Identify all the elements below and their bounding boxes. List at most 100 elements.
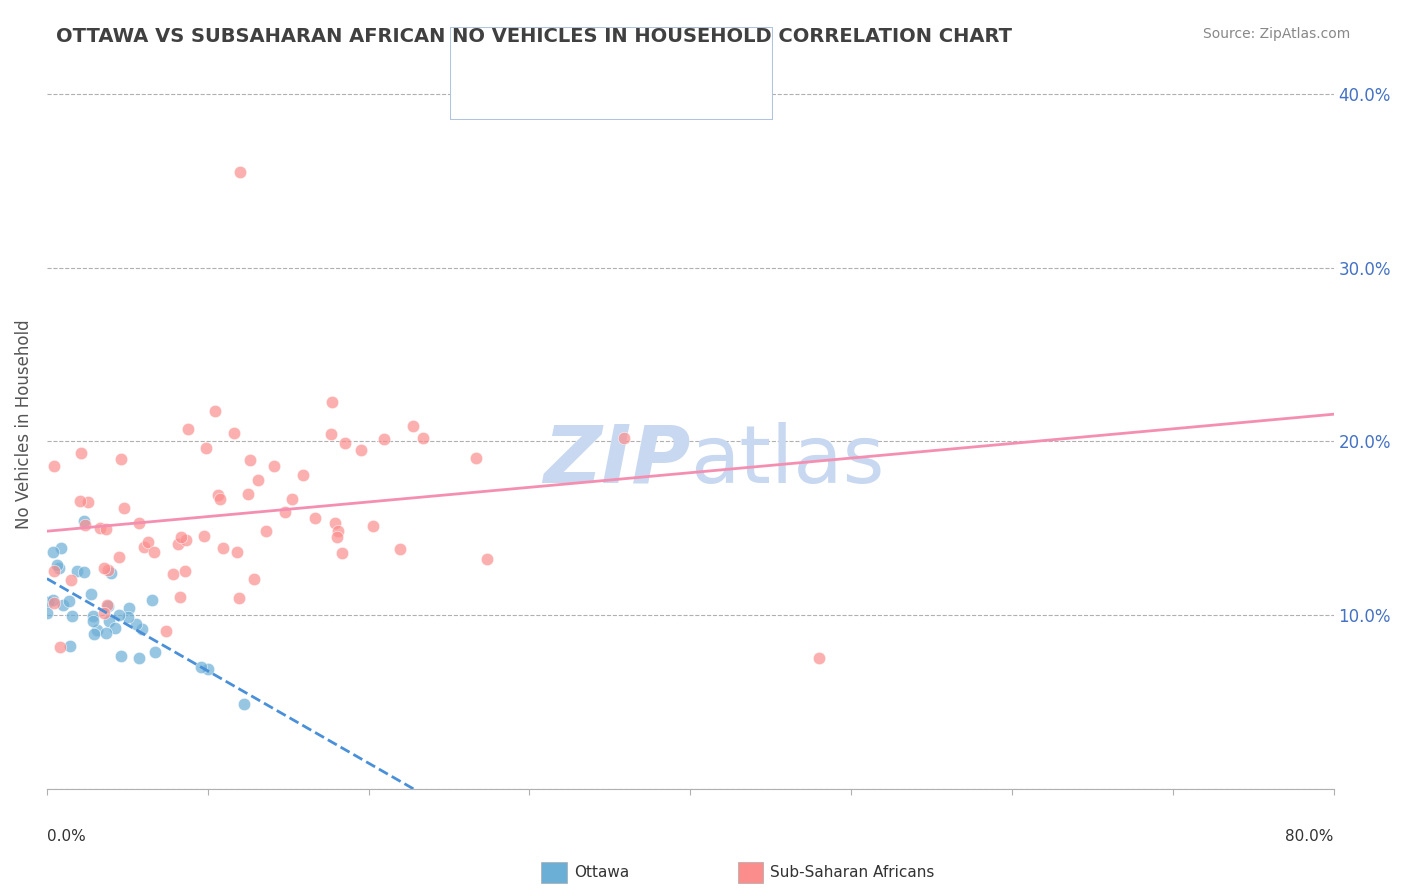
Point	[131, 623, 153, 637]
Point	[207, 488, 229, 502]
Point	[363, 519, 385, 533]
Point	[209, 492, 232, 507]
Point	[82, 615, 104, 629]
Point	[89, 520, 111, 534]
Point	[59, 573, 82, 587]
Point	[304, 511, 326, 525]
Point	[228, 591, 250, 605]
Point	[117, 609, 139, 624]
Point	[80, 587, 103, 601]
Point	[125, 617, 148, 632]
Point	[73, 517, 96, 532]
Point	[330, 546, 353, 560]
Point	[166, 537, 188, 551]
Point	[143, 645, 166, 659]
Point	[69, 494, 91, 508]
Point	[73, 514, 96, 528]
Point	[195, 441, 218, 455]
Point	[42, 544, 65, 558]
Point	[59, 639, 82, 653]
Point	[280, 492, 302, 507]
Point	[132, 540, 155, 554]
Point	[402, 419, 425, 434]
Point	[97, 599, 120, 613]
Point	[211, 541, 233, 556]
Point	[326, 524, 349, 539]
Point	[350, 443, 373, 458]
Text: R =: R =	[505, 45, 538, 60]
Point	[83, 626, 105, 640]
Text: R =: R =	[505, 87, 538, 101]
Text: 80.0%: 80.0%	[1285, 829, 1334, 844]
Bar	[460, 36, 492, 69]
Point	[222, 426, 245, 441]
Point	[256, 524, 278, 538]
Point	[49, 640, 72, 654]
Point	[246, 474, 269, 488]
Point	[173, 564, 195, 578]
Point	[108, 608, 131, 623]
Point	[42, 593, 65, 607]
Point	[52, 598, 75, 612]
Point	[326, 530, 349, 544]
Point	[118, 600, 141, 615]
Point	[112, 500, 135, 515]
Text: N = 36: N = 36	[651, 45, 704, 60]
Text: ZIP: ZIP	[543, 422, 690, 500]
Point	[169, 590, 191, 604]
Point	[464, 450, 486, 465]
Point	[373, 432, 395, 446]
Point	[239, 453, 262, 467]
Point	[475, 552, 498, 566]
Point	[66, 564, 89, 578]
Text: Sub-Saharan Africans: Sub-Saharan Africans	[770, 865, 935, 880]
Point	[48, 561, 70, 575]
Point	[263, 459, 285, 474]
Point	[319, 427, 342, 442]
Text: -0.455: -0.455	[547, 45, 602, 60]
Point	[100, 566, 122, 580]
Point	[37, 595, 59, 609]
Point	[229, 165, 252, 179]
Point	[110, 648, 132, 663]
Point	[236, 487, 259, 501]
Point	[45, 558, 67, 573]
Point	[197, 662, 219, 676]
Point	[97, 563, 120, 577]
Point	[60, 609, 83, 624]
Point	[142, 545, 165, 559]
Point	[155, 624, 177, 639]
Point	[49, 541, 72, 556]
Point	[273, 505, 295, 519]
Text: atlas: atlas	[690, 422, 884, 500]
Point	[37, 606, 59, 620]
Point	[204, 404, 226, 418]
Point	[93, 607, 115, 621]
Point	[321, 395, 343, 409]
Point	[70, 446, 93, 460]
Text: Ottawa: Ottawa	[574, 865, 628, 880]
Point	[103, 621, 125, 635]
Point	[291, 467, 314, 482]
Bar	[460, 78, 492, 111]
Text: 0.345: 0.345	[547, 87, 600, 101]
Point	[58, 594, 80, 608]
Point	[141, 593, 163, 607]
Point	[177, 422, 200, 436]
Point	[42, 596, 65, 610]
Point	[128, 516, 150, 531]
Point	[94, 522, 117, 536]
Point	[96, 598, 118, 612]
Point	[136, 535, 159, 549]
Point	[170, 530, 193, 544]
Point	[94, 625, 117, 640]
Point	[93, 561, 115, 575]
Point	[412, 431, 434, 445]
Point	[82, 609, 104, 624]
Point	[128, 651, 150, 665]
Point	[233, 697, 256, 711]
Y-axis label: No Vehicles in Household: No Vehicles in Household	[15, 319, 32, 529]
Point	[42, 564, 65, 578]
Point	[323, 516, 346, 530]
Point	[86, 623, 108, 637]
